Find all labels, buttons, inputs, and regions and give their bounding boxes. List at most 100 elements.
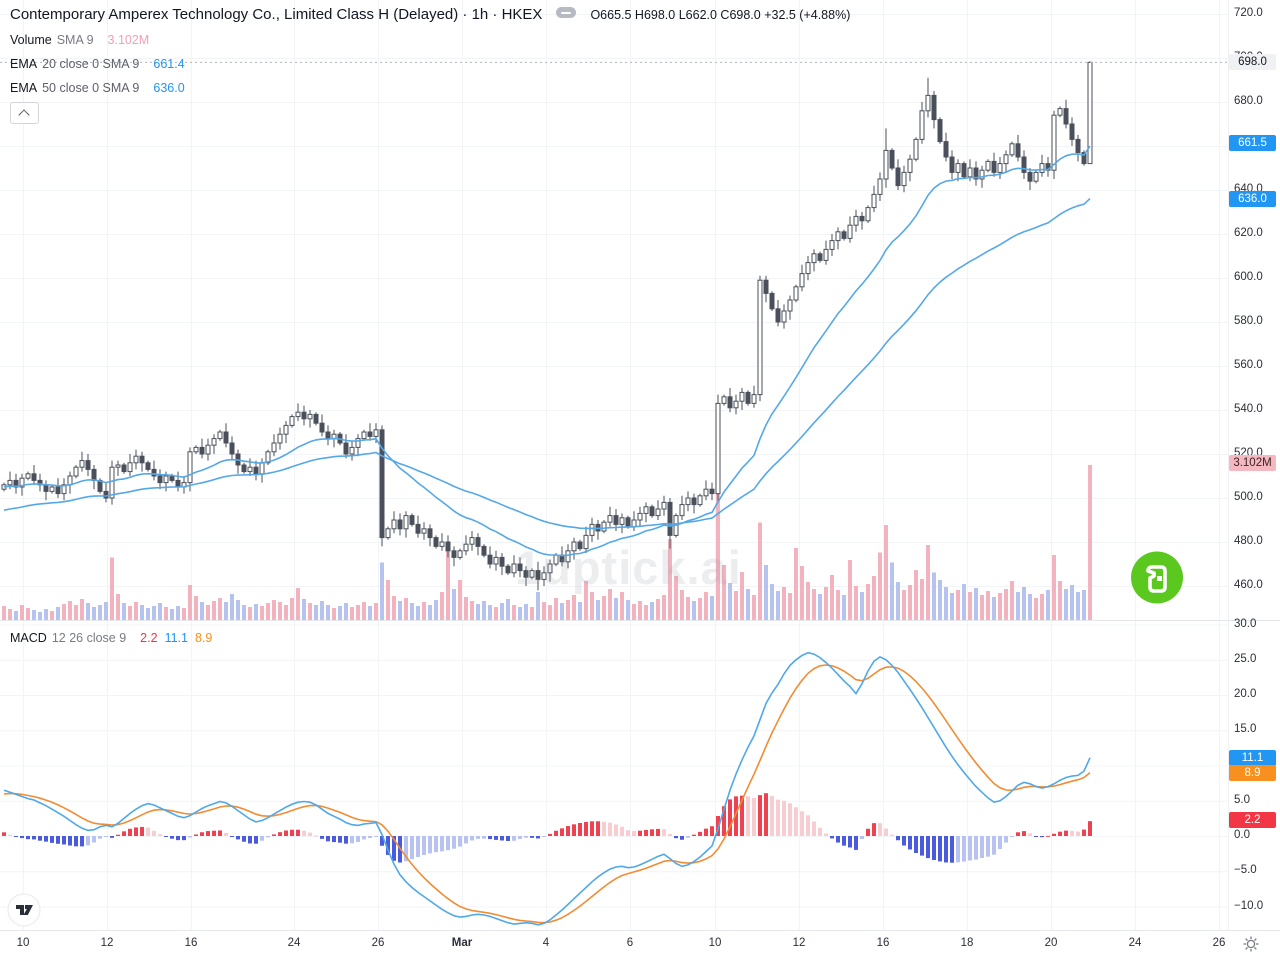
- volume-bar: [242, 605, 246, 620]
- volume-bar: [848, 560, 852, 620]
- price-axis-tick[interactable]: 720.0: [1234, 7, 1263, 19]
- price-axis-tick[interactable]: 620.0: [1234, 227, 1263, 239]
- time-axis-tick[interactable]: 10: [708, 937, 722, 949]
- ema50-legend[interactable]: EMA 50 close 0 SMA 9 636.0: [10, 81, 185, 95]
- candle-up: [469, 537, 475, 545]
- macd-hist-bar: [902, 836, 906, 846]
- candle-up: [997, 163, 1003, 173]
- gear-icon[interactable]: [1242, 935, 1260, 953]
- time-axis-tick[interactable]: 26: [371, 937, 385, 949]
- macd-hist-bar: [800, 811, 804, 836]
- macd-hist-bar: [674, 836, 678, 839]
- candle-up: [793, 286, 799, 301]
- price-axis-tick[interactable]: 540.0: [1234, 403, 1263, 415]
- macd-hist-bar: [812, 821, 816, 836]
- macd-axis-tick[interactable]: 25.0: [1234, 652, 1257, 665]
- volume-bar: [1040, 594, 1044, 620]
- macd-legend[interactable]: MACD 12 26 close 9 2.2 11.1 8.9: [10, 631, 212, 645]
- volume-value-label: 3.102M: [1229, 454, 1276, 471]
- time-axis-tick[interactable]: 12: [792, 937, 806, 949]
- macd-axis-tick[interactable]: 15.0: [1234, 723, 1257, 736]
- symbol-title[interactable]: Contemporary Amperex Technology Co., Lim…: [10, 6, 543, 23]
- price-axis-tick[interactable]: 600.0: [1234, 271, 1263, 283]
- macd-hist-bar: [290, 829, 294, 836]
- volume-bar: [332, 608, 336, 620]
- candle-up: [1009, 143, 1015, 156]
- volume-bar: [380, 562, 384, 620]
- macd-hist-bar: [98, 836, 102, 839]
- macd-hist-bar: [1064, 830, 1068, 836]
- macd-hist-bar: [566, 826, 570, 836]
- macd-hist-bar: [182, 836, 186, 841]
- candle-down: [475, 537, 481, 547]
- volume-bar: [302, 599, 306, 620]
- time-axis-tick[interactable]: 18: [960, 937, 974, 949]
- time-axis-tick[interactable]: 20: [1044, 937, 1058, 949]
- tradingview-logo[interactable]: [7, 893, 41, 927]
- volume-bar: [734, 591, 738, 620]
- candle-up: [439, 541, 445, 547]
- candle-up: [985, 160, 991, 171]
- time-axis-tick[interactable]: 12: [100, 937, 114, 949]
- macd-axis-tick[interactable]: −10.0: [1234, 899, 1264, 912]
- macd-hist-bar: [140, 826, 144, 836]
- ema20-legend[interactable]: EMA 20 close 0 SMA 9 661.4: [10, 57, 185, 71]
- macd-axis-tick[interactable]: 20.0: [1234, 688, 1257, 700]
- volume-bar: [482, 601, 486, 620]
- candle-up: [697, 495, 703, 506]
- price-axis-tick[interactable]: 580.0: [1234, 315, 1263, 327]
- time-axis-tick[interactable]: 24: [1128, 937, 1142, 949]
- candle-down: [505, 565, 511, 574]
- macd-axis-tick[interactable]: 5.0: [1234, 793, 1250, 806]
- macd-axis-tick[interactable]: 0.0: [1234, 829, 1250, 841]
- price-axis-tick[interactable]: 680.0: [1234, 95, 1263, 107]
- macd-axis-tick[interactable]: −5.0: [1234, 864, 1257, 877]
- price-axis-tick[interactable]: 460.0: [1234, 579, 1263, 591]
- candle-up: [265, 451, 271, 464]
- volume-bar: [488, 605, 492, 620]
- candle-up: [589, 523, 595, 536]
- volume-bar: [74, 605, 78, 620]
- volume-legend[interactable]: Volume SMA 9 3.102M: [10, 33, 149, 47]
- time-axis-tick[interactable]: 16: [184, 937, 198, 949]
- macd-hist-bar: [110, 836, 114, 838]
- time-axis-tick[interactable]: 24: [287, 937, 301, 949]
- price-axis-tick[interactable]: 480.0: [1234, 535, 1263, 547]
- time-axis-tick[interactable]: 26: [1212, 937, 1226, 949]
- candle-up: [385, 528, 391, 539]
- macd-hist-bar: [956, 836, 960, 863]
- macd-hist-bar: [860, 836, 864, 840]
- volume-bar: [206, 605, 210, 620]
- volume-bar: [344, 603, 348, 620]
- candle-up: [703, 488, 709, 497]
- candle-down: [625, 517, 631, 528]
- time-axis-tick[interactable]: 4: [542, 937, 550, 949]
- macd-hist-bar: [962, 836, 966, 862]
- minus-badge-icon[interactable]: [556, 7, 577, 18]
- candle-up: [259, 462, 265, 475]
- candle-down: [319, 422, 325, 433]
- ema20-line: [3, 145, 1091, 557]
- macd-hist-bar: [896, 836, 900, 841]
- volume-bar: [1016, 592, 1020, 620]
- candle-up: [715, 402, 721, 495]
- macd-hist-bar: [704, 828, 708, 836]
- time-axis-tick[interactable]: 10: [16, 937, 30, 949]
- macd-hist-bar: [278, 832, 282, 836]
- time-axis-tick[interactable]: Mar: [451, 937, 473, 949]
- macd-hist-bar: [656, 828, 660, 836]
- collapse-indicators-button[interactable]: [10, 102, 39, 124]
- candle-down: [103, 490, 109, 499]
- volume-bar: [764, 565, 768, 620]
- candle-down: [817, 253, 823, 261]
- price-axis-tick[interactable]: 500.0: [1234, 491, 1263, 503]
- candle-up: [349, 446, 355, 455]
- price-axis-tick[interactable]: 560.0: [1234, 359, 1263, 371]
- macd-hist-bar: [266, 836, 270, 838]
- candle-up: [919, 110, 925, 140]
- time-axis-tick[interactable]: 16: [876, 937, 890, 949]
- time-axis-tick[interactable]: 6: [626, 937, 634, 949]
- macd-hist-bar: [866, 828, 870, 836]
- macd-axis-tick[interactable]: 30.0: [1234, 617, 1257, 630]
